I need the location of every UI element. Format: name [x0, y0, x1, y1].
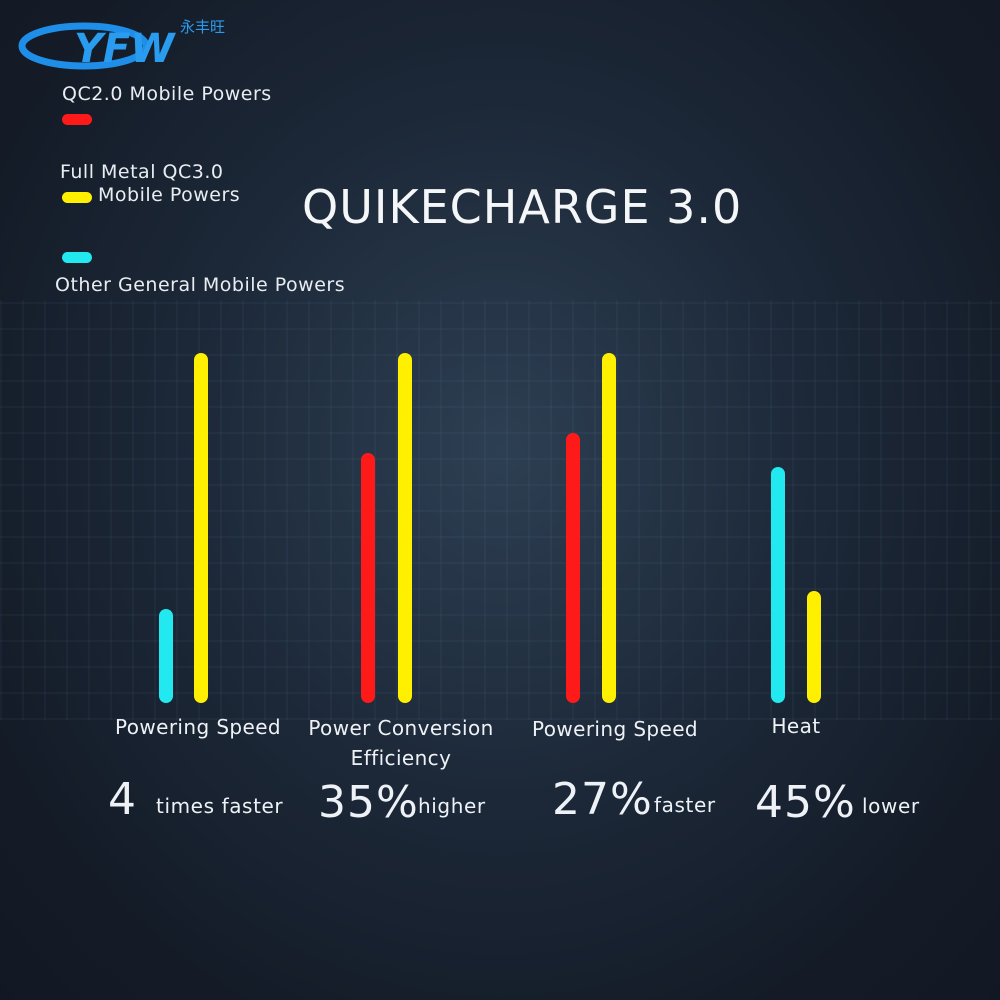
title: QUIKECHARGE 3.0	[302, 180, 743, 234]
legend-swatch	[62, 192, 92, 203]
legend-label: Full Metal QC3.0	[60, 161, 224, 183]
figure-suffix: times faster	[156, 794, 284, 818]
category-label: Powering Speed	[114, 715, 282, 739]
legend-label: Mobile Powers	[98, 184, 241, 206]
logo-chinese: 永丰旺	[180, 18, 225, 36]
legend-swatch	[62, 252, 92, 263]
figure: 35%	[318, 777, 419, 828]
figure-suffix: higher	[418, 794, 486, 818]
figure: 45%	[755, 777, 856, 828]
figure-suffix: faster	[654, 793, 716, 817]
legend-label: Other General Mobile Powers	[55, 274, 346, 296]
category-label: Heat	[771, 714, 821, 738]
legend-label: QC2.0 Mobile Powers	[62, 83, 272, 105]
category-label: Powering Speed	[531, 717, 699, 741]
logo: YFW 永丰旺	[18, 18, 225, 72]
category-label: Efficiency	[350, 746, 452, 770]
figure: 4	[108, 774, 137, 825]
figure-suffix: lower	[862, 794, 920, 818]
legend-swatch	[62, 114, 92, 125]
figure: 27%	[552, 774, 653, 825]
logo-text: YFW	[74, 26, 176, 72]
category-label: Power Conversion	[308, 716, 494, 740]
logo-swoosh	[18, 22, 150, 70]
